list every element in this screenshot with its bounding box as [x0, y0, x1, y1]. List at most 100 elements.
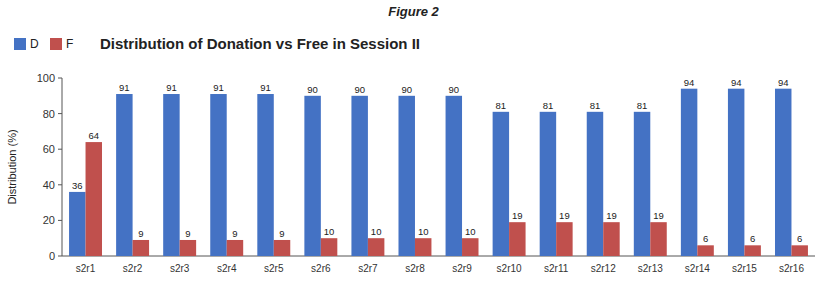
y-tick-label: 80	[43, 108, 55, 120]
bar	[540, 112, 556, 256]
x-tick-label: s2r15	[732, 263, 757, 274]
data-label: 36	[72, 180, 83, 191]
y-tick-label: 60	[43, 143, 55, 155]
x-tick-label: s2r4	[217, 263, 237, 274]
bar	[587, 112, 603, 256]
data-label: 6	[703, 233, 708, 244]
x-tick-label: s2r6	[311, 263, 331, 274]
legend-swatch	[50, 38, 62, 50]
bar	[133, 240, 149, 256]
bar	[681, 89, 697, 256]
title: Figure 2	[388, 4, 439, 19]
data-label: 10	[465, 226, 476, 237]
bar	[775, 89, 791, 256]
bar	[274, 240, 290, 256]
legend: DF	[14, 37, 73, 51]
y-tick	[58, 256, 62, 257]
x-tick-label: s2r3	[170, 263, 190, 274]
x-tick-label: s2r9	[452, 263, 472, 274]
data-label: 9	[138, 228, 143, 239]
data-labels: 36 91 91 91 91 90 90 90 90 81 81 81 81 94 94 94 64 9 9 9 9 10…	[72, 77, 802, 245]
data-label: 91	[260, 82, 271, 93]
bar	[86, 142, 102, 256]
bar	[257, 94, 273, 256]
data-label: 81	[543, 100, 554, 111]
data-label: 9	[279, 228, 284, 239]
bar	[446, 96, 462, 256]
axes: 0 20 40 60 80 100 Distribution (%) s2r1 s2r2 s2r3…	[6, 72, 815, 274]
x-tick-label: s2r16	[779, 263, 804, 274]
bar	[69, 192, 85, 256]
data-label: 9	[232, 228, 237, 239]
bar	[634, 112, 650, 256]
data-label: 19	[606, 210, 617, 221]
bar	[304, 96, 320, 256]
data-label: 91	[213, 82, 224, 93]
bar	[398, 96, 414, 256]
bar	[210, 94, 226, 256]
y-tick-label: 40	[43, 179, 55, 191]
y-tick	[58, 220, 62, 221]
bar	[697, 245, 713, 256]
data-label: 94	[778, 77, 789, 88]
x-tick-label: s2r7	[358, 263, 378, 274]
x-tick-label: s2r10	[497, 263, 522, 274]
x-tick-label: s2r14	[685, 263, 710, 274]
data-label: 19	[653, 210, 664, 221]
bar	[368, 238, 384, 256]
data-label: 10	[418, 226, 429, 237]
data-label: 94	[731, 77, 742, 88]
data-label: 64	[88, 130, 99, 141]
bar	[462, 238, 478, 256]
data-label: 10	[371, 226, 382, 237]
data-label: 81	[496, 100, 507, 111]
bar	[180, 240, 196, 256]
y-tick	[58, 184, 62, 185]
x-tick-label: s2r13	[638, 263, 663, 274]
bar	[728, 89, 744, 256]
bar	[556, 222, 572, 256]
data-label: 91	[119, 82, 130, 93]
bar	[163, 94, 179, 256]
bar	[650, 222, 666, 256]
data-label: 6	[797, 233, 802, 244]
y-tick-label: 100	[37, 72, 55, 84]
x-tick-label: s2r2	[123, 263, 143, 274]
x-tick-label: s2r8	[405, 263, 425, 274]
x-tick-label: s2r12	[591, 263, 616, 274]
chart: Figure 2DFDistribution of Donation vs Fr…	[0, 0, 827, 294]
bar	[321, 238, 337, 256]
bar	[603, 222, 619, 256]
bar	[116, 94, 132, 256]
y-axis-label: Distribution (%)	[6, 129, 18, 204]
bar	[415, 238, 431, 256]
x-tick-label: s2r11	[544, 263, 569, 274]
bar	[509, 222, 525, 256]
data-label: 9	[185, 228, 190, 239]
legend-label: D	[30, 37, 39, 51]
data-label: 6	[750, 233, 755, 244]
bars	[69, 89, 808, 256]
y-tick-label: 0	[49, 250, 55, 262]
y-tick	[58, 113, 62, 114]
data-label: 81	[590, 100, 601, 111]
legend-swatch	[14, 38, 26, 50]
data-label: 90	[354, 84, 365, 95]
y-tick	[58, 78, 62, 79]
bar	[744, 245, 760, 256]
data-label: 90	[449, 84, 460, 95]
data-label: 19	[512, 210, 523, 221]
data-label: 91	[166, 82, 177, 93]
bar	[227, 240, 243, 256]
legend-label: F	[66, 37, 73, 51]
data-label: 81	[637, 100, 648, 111]
data-label: 90	[401, 84, 412, 95]
y-tick	[58, 149, 62, 150]
data-label: 90	[307, 84, 318, 95]
x-tick-label: s2r1	[76, 263, 96, 274]
data-label: 10	[324, 226, 335, 237]
y-tick-label: 20	[43, 214, 55, 226]
x-tick-label: s2r5	[264, 263, 284, 274]
data-label: 94	[684, 77, 695, 88]
bar	[791, 245, 807, 256]
